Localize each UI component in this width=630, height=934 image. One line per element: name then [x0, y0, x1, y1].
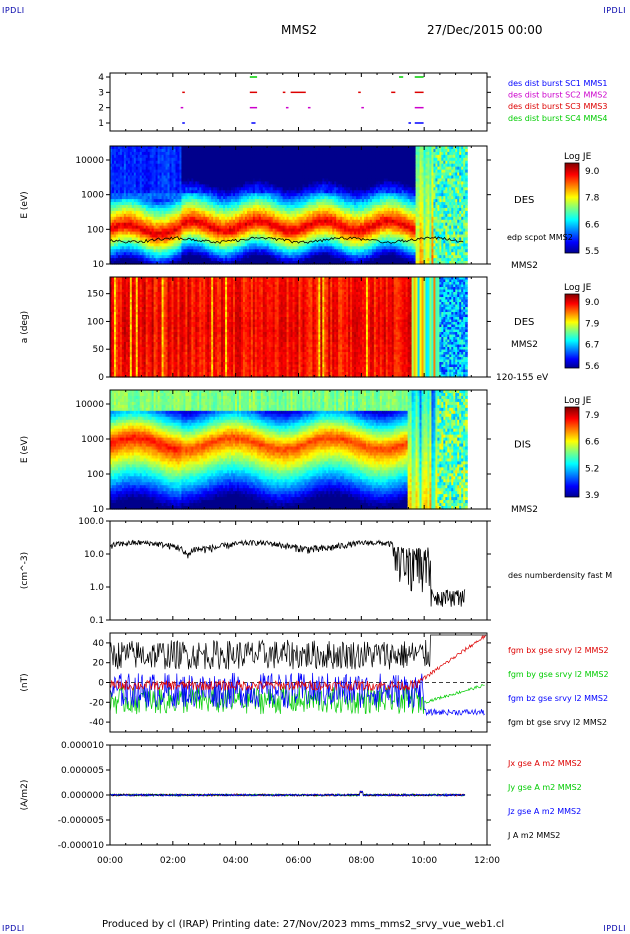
heatmap-cells-panel-1	[110, 146, 468, 265]
